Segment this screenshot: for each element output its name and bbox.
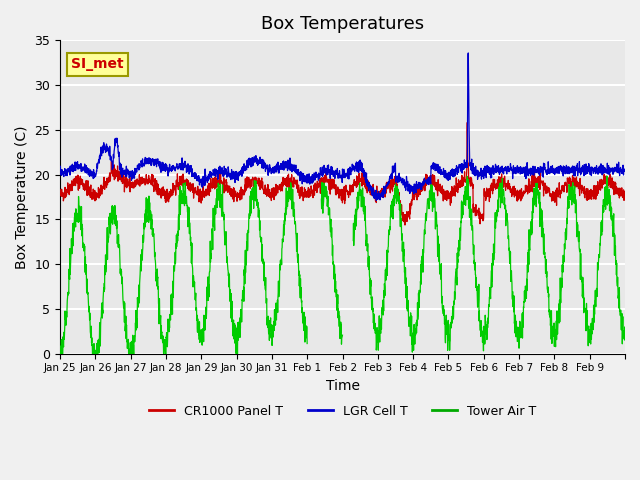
Legend: CR1000 Panel T, LGR Cell T, Tower Air T: CR1000 Panel T, LGR Cell T, Tower Air T (143, 400, 541, 423)
X-axis label: Time: Time (326, 379, 360, 393)
Text: SI_met: SI_met (72, 57, 124, 72)
Title: Box Temperatures: Box Temperatures (261, 15, 424, 33)
Y-axis label: Box Temperature (C): Box Temperature (C) (15, 125, 29, 269)
